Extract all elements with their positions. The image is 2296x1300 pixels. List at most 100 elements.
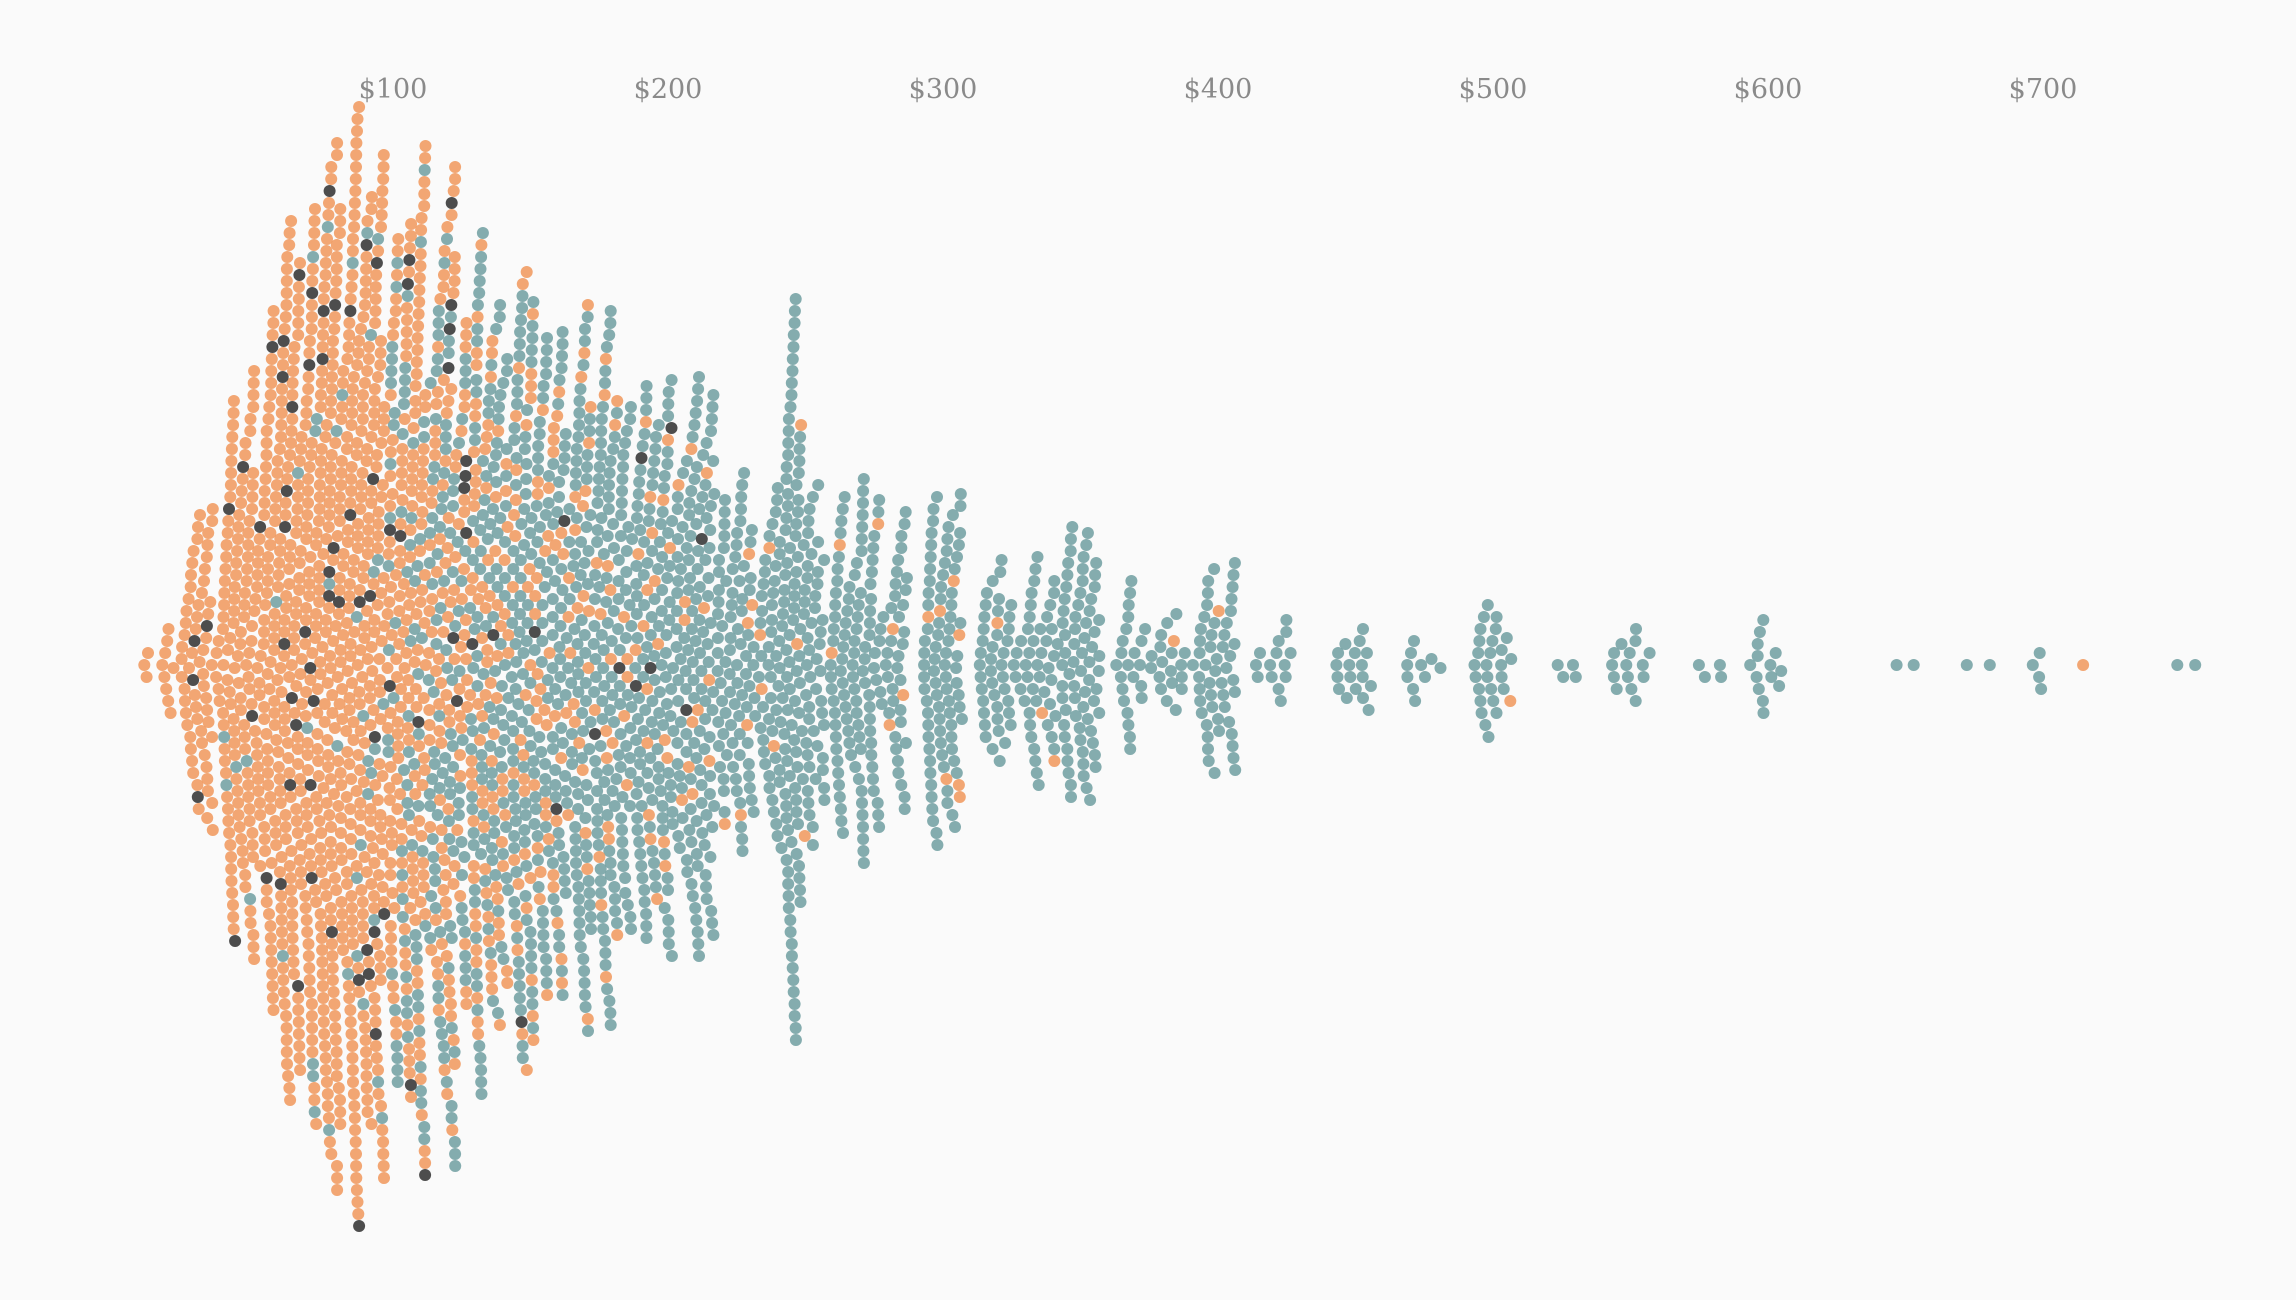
data-point-orange: [271, 674, 284, 686]
data-point-dark: [445, 197, 458, 209]
data-point-teal: [782, 437, 795, 449]
data-point-teal: [683, 497, 696, 509]
data-point-teal: [1201, 587, 1214, 599]
data-point-teal: [1025, 587, 1038, 599]
data-point-orange: [312, 755, 325, 767]
data-point-orange: [703, 674, 716, 686]
data-point-orange: [271, 467, 284, 479]
data-point-orange: [180, 605, 193, 617]
data-point-teal: [516, 290, 529, 302]
data-point-teal: [505, 671, 518, 683]
data-point-orange: [314, 854, 327, 866]
data-point-teal: [640, 392, 653, 404]
data-point-orange: [480, 887, 493, 899]
data-point-orange: [242, 671, 255, 683]
data-point-orange: [679, 596, 691, 608]
data-point-teal: [482, 407, 495, 419]
data-point-teal: [1349, 683, 1362, 695]
data-point-teal: [1608, 647, 1621, 659]
data-point-orange: [383, 536, 396, 548]
data-point-teal: [1160, 695, 1173, 707]
data-point-teal: [679, 665, 692, 677]
data-point-teal: [1200, 719, 1213, 731]
data-point-orange: [443, 704, 456, 716]
data-point-orange: [258, 626, 270, 638]
data-point-teal: [638, 896, 651, 908]
data-point-dark: [274, 878, 287, 890]
data-point-teal: [923, 575, 936, 587]
data-point-teal: [988, 689, 1001, 701]
data-point-teal: [418, 1121, 431, 1133]
data-point-orange: [439, 455, 452, 467]
data-point-orange: [260, 461, 272, 473]
data-point-orange: [741, 617, 754, 629]
data-point-teal: [783, 770, 796, 782]
data-point-teal: [1086, 641, 1099, 653]
data-point-teal: [686, 605, 699, 617]
data-point-orange: [310, 1118, 323, 1130]
data-point-teal: [576, 707, 589, 719]
data-point-teal: [940, 683, 953, 695]
data-point-orange: [372, 530, 385, 542]
data-point-orange: [241, 767, 254, 779]
data-point-teal: [1059, 704, 1072, 716]
data-point-orange: [322, 761, 335, 773]
data-point-dark: [369, 1028, 382, 1040]
data-point-teal: [604, 455, 617, 467]
data-point-teal: [1415, 659, 1428, 671]
data-point-orange: [326, 347, 339, 359]
data-point-teal: [428, 758, 441, 770]
data-point-teal: [690, 593, 703, 605]
data-point-orange: [253, 677, 266, 689]
data-point-teal: [579, 812, 592, 824]
data-point-orange: [569, 491, 582, 503]
data-point-teal: [542, 497, 555, 509]
data-point-orange: [582, 662, 595, 674]
data-point-teal: [610, 773, 623, 785]
data-point-orange: [319, 1040, 331, 1052]
data-point-teal: [497, 377, 510, 389]
data-point-orange: [260, 449, 273, 461]
data-point-orange: [316, 365, 329, 377]
data-point-teal: [843, 737, 856, 749]
data-point-teal: [1122, 599, 1135, 611]
data-point-orange: [292, 281, 305, 293]
data-point-teal: [734, 638, 747, 650]
data-point-teal: [410, 953, 423, 965]
data-point-orange: [418, 752, 431, 764]
data-point-orange: [364, 980, 377, 992]
data-point-orange: [161, 635, 174, 647]
data-point-teal: [996, 671, 1009, 683]
data-point-teal: [620, 566, 633, 578]
data-point-teal: [622, 521, 635, 533]
data-point-teal: [756, 605, 769, 617]
data-point-teal: [570, 581, 583, 593]
data-point-orange: [275, 419, 288, 431]
data-point-orange: [415, 212, 428, 224]
data-point-teal: [720, 749, 733, 761]
data-point-orange: [378, 401, 391, 413]
data-point-teal: [1077, 770, 1090, 782]
data-point-teal: [680, 683, 693, 695]
data-point-teal: [783, 656, 796, 668]
data-point-teal: [752, 671, 765, 683]
data-point-teal: [527, 1022, 540, 1034]
data-point-orange: [283, 227, 296, 239]
data-point-teal: [404, 539, 417, 551]
data-point-teal: [603, 467, 616, 479]
data-point-orange: [547, 869, 560, 881]
data-point-teal: [1060, 581, 1073, 593]
data-point-teal: [773, 536, 786, 548]
data-point-teal: [535, 656, 548, 668]
data-point-orange: [366, 665, 379, 677]
data-point-teal: [1220, 617, 1233, 629]
data-point-orange: [461, 701, 474, 713]
data-point-orange: [287, 353, 300, 365]
data-point-orange: [476, 581, 489, 593]
data-point-orange: [186, 647, 198, 659]
data-point-teal: [591, 536, 604, 548]
data-point-teal: [686, 431, 699, 443]
data-point-teal: [525, 548, 538, 560]
data-point-teal: [993, 755, 1006, 767]
data-point-orange: [361, 365, 374, 377]
